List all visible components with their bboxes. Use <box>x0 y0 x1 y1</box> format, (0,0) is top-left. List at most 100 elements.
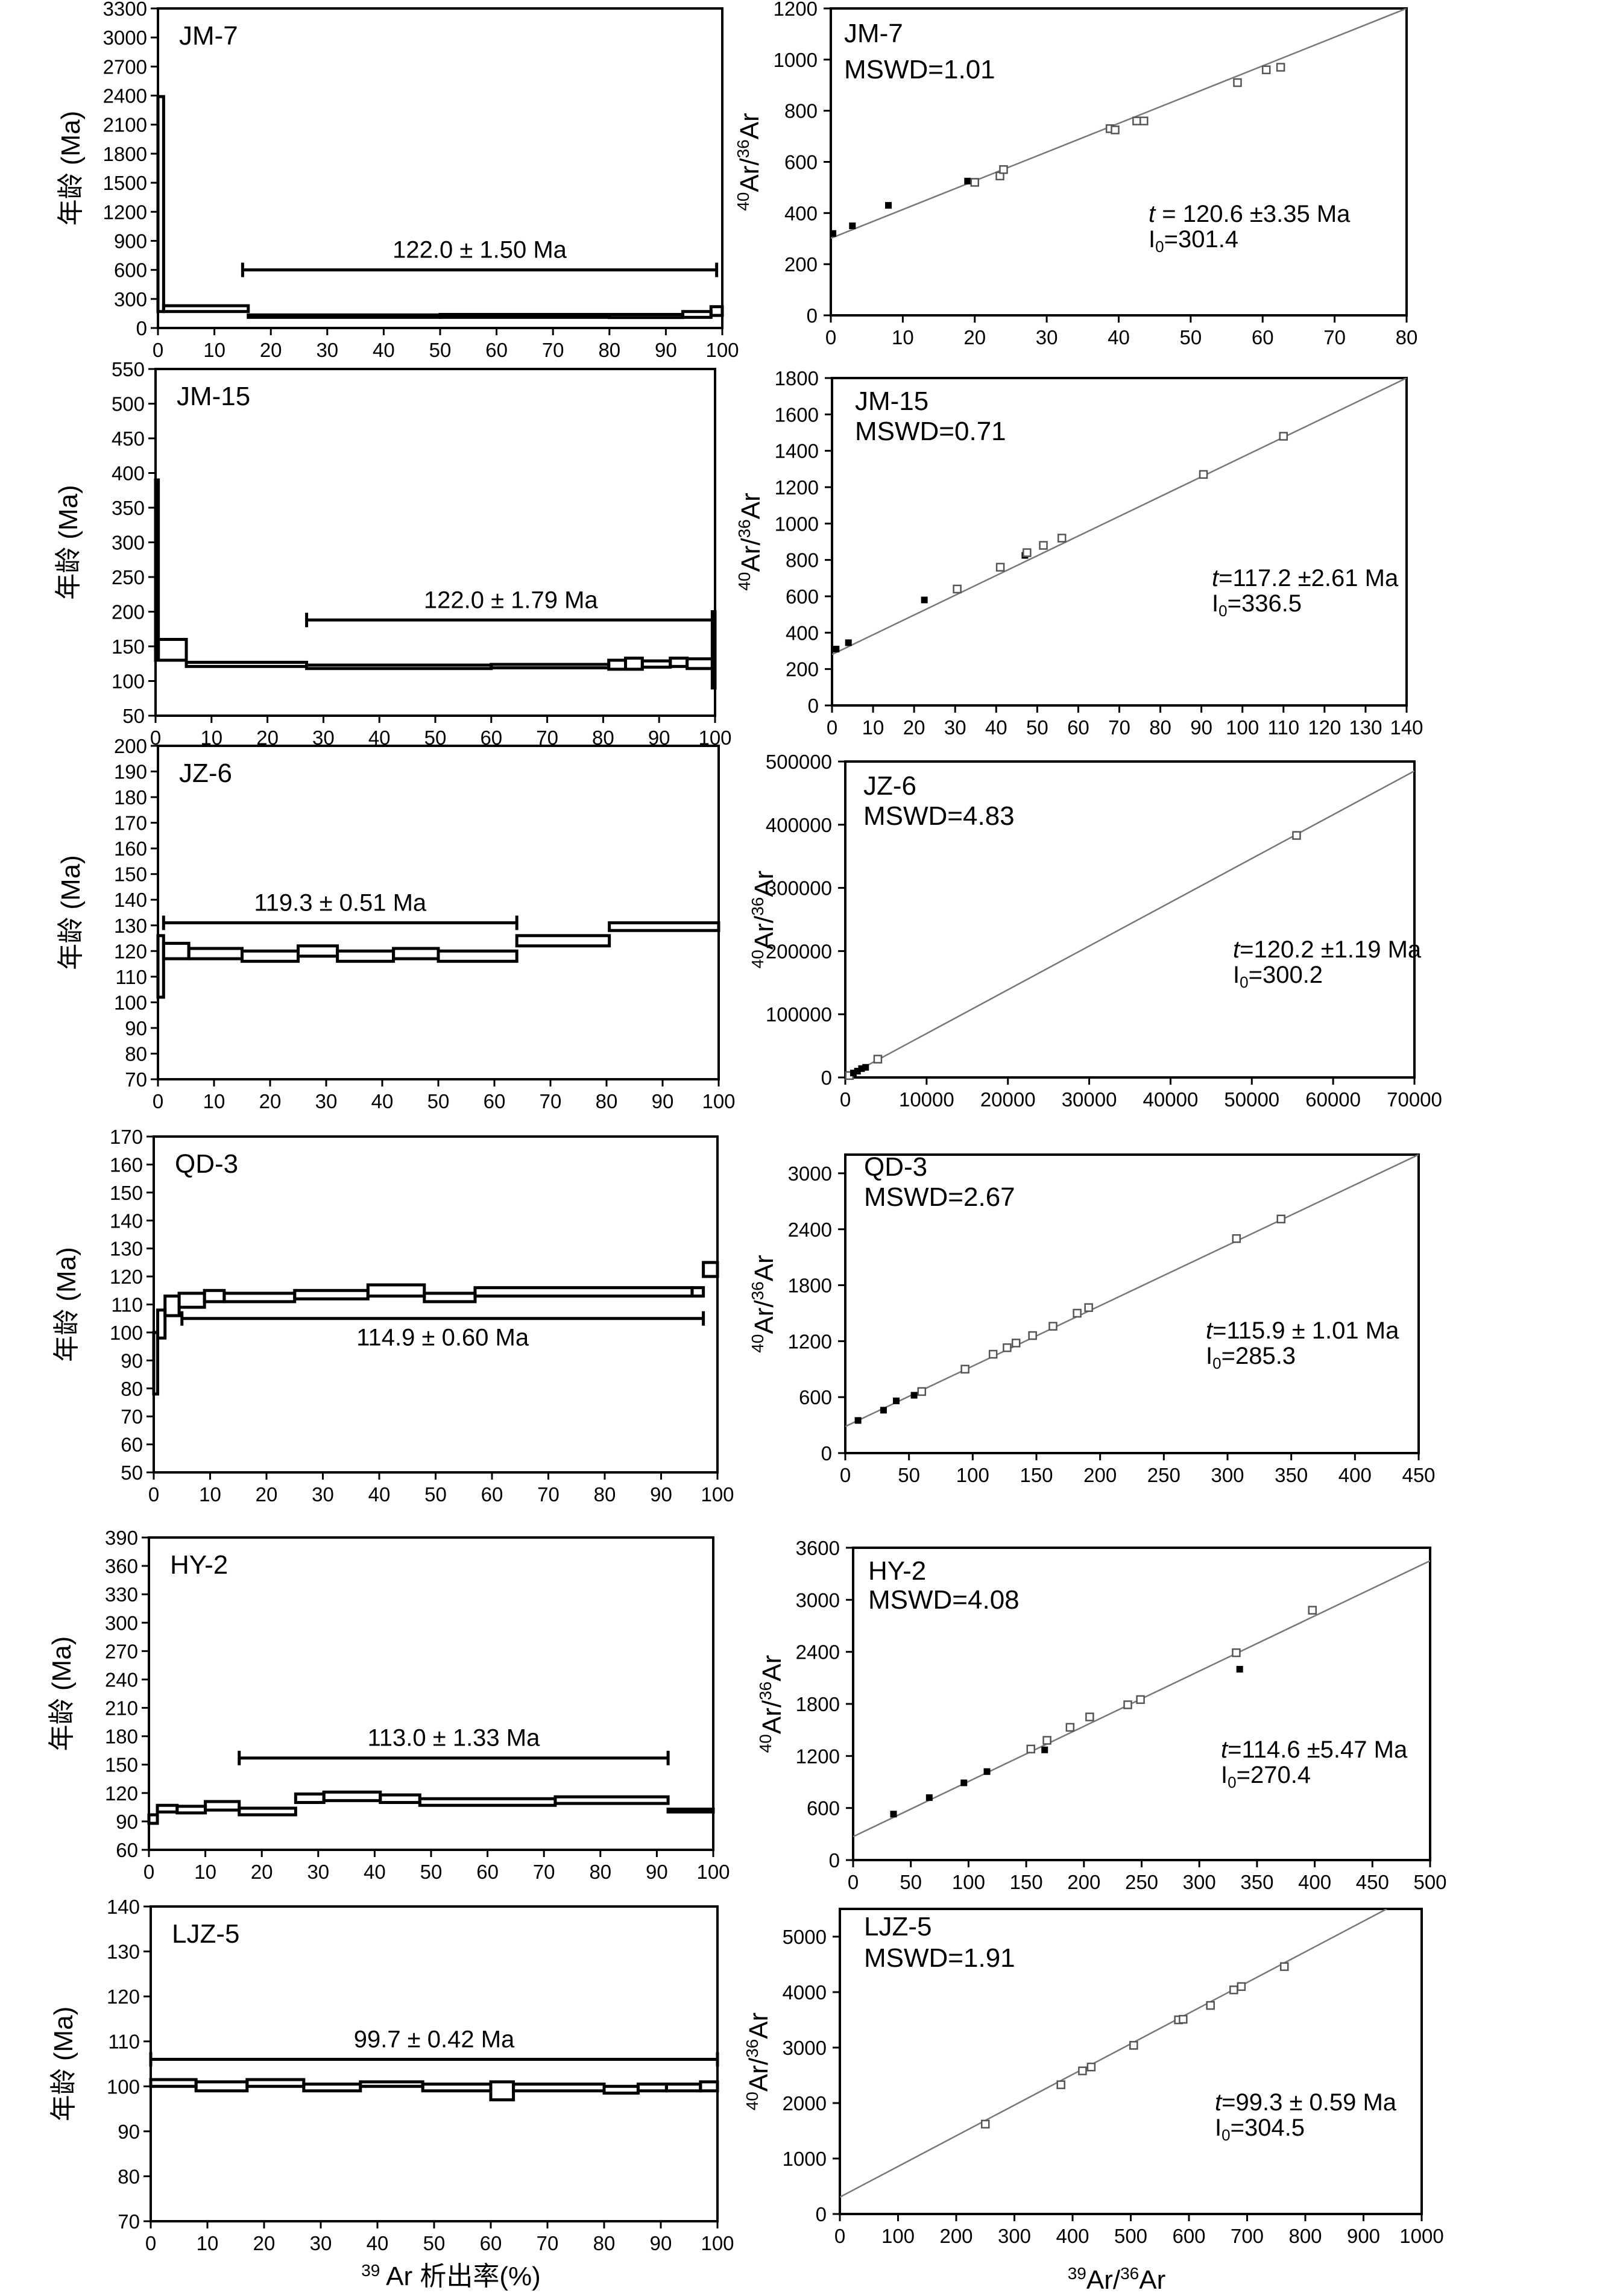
data-point-filled <box>921 596 928 604</box>
x-tick-label: 0 <box>150 727 161 749</box>
data-point-open <box>1111 125 1120 134</box>
sample-label: JM-7 <box>844 19 903 48</box>
data-point-filled <box>880 1407 887 1414</box>
x-tick-label: 10 <box>203 339 225 361</box>
step-box-10 <box>473 1286 694 1298</box>
sample-label: JM-15 <box>855 386 928 416</box>
x-tick-label: 600 <box>1172 2225 1205 2247</box>
x-tick-label: 10 <box>892 326 914 348</box>
y-tick-label: 240 <box>105 1668 138 1691</box>
x-tick-label: 50 <box>1026 716 1048 739</box>
i-subscript: 0 <box>1228 1773 1236 1791</box>
y-tick-label: 200000 <box>766 940 832 962</box>
y-tick-label: 5000 <box>783 1926 827 1948</box>
y-tick-label: 200 <box>784 253 818 276</box>
x-tick-label: 50 <box>420 1861 443 1883</box>
superscript: 36 <box>1120 2264 1139 2283</box>
x-tick-label: 40 <box>985 716 1007 739</box>
y-tick-label: 0 <box>808 695 819 717</box>
x-tick-label: 30 <box>310 2232 332 2254</box>
x-tick-label: 500 <box>1114 2225 1147 2247</box>
data-point-open <box>1229 1985 1238 1995</box>
data-point-open <box>1056 2080 1065 2089</box>
y-tick-label: 130 <box>107 1941 140 1963</box>
x-tick-label: 20 <box>253 2232 276 2254</box>
x-tick-label: 80 <box>598 339 620 361</box>
x-tick-label: 350 <box>1275 1464 1308 1486</box>
x-tick-label: 100 <box>701 1483 734 1506</box>
data-point-open <box>988 1349 998 1359</box>
x-tick-label: 40 <box>373 339 395 361</box>
step-box-2 <box>162 942 191 960</box>
x-tick-label: 60 <box>1252 326 1274 348</box>
y-tick-label: 0 <box>816 2203 827 2225</box>
step-box-9 <box>602 2084 640 2095</box>
data-point-open <box>1308 1606 1317 1615</box>
data-point-filled <box>925 1794 933 1801</box>
x-tick-label: 70000 <box>1387 1088 1442 1111</box>
initial-ratio-label: I0=300.2 <box>1233 962 1323 991</box>
step-box-4 <box>438 313 611 319</box>
i-subscript: 0 <box>1212 1354 1221 1372</box>
data-point-filled <box>833 645 840 652</box>
y-tick-label: 600 <box>799 1386 832 1408</box>
step-box-10 <box>636 2083 668 2093</box>
step-box-2 <box>156 1803 179 1814</box>
initial-ratio-label: I0=285.3 <box>1206 1343 1296 1372</box>
y-tick-label: 300 <box>112 532 145 554</box>
age-value: = 120.6 ±3.35 Ma <box>1155 201 1351 227</box>
axis-title-part: Ar <box>744 2013 774 2039</box>
step-box-11 <box>666 1808 715 1814</box>
data-point-filled <box>960 1779 968 1787</box>
x-tick-label: 50 <box>427 1090 450 1112</box>
step-box-4 <box>177 1292 206 1309</box>
y-tick-label: 390 <box>105 1527 138 1549</box>
x-tick-label: 800 <box>1288 2225 1322 2247</box>
step-box-4 <box>302 2083 362 2093</box>
data-point-open <box>1023 548 1032 557</box>
y-tick-label: 180 <box>114 786 147 809</box>
data-point-open <box>1073 1308 1082 1318</box>
x-tick-label: 100 <box>701 2232 734 2254</box>
plot-frame <box>157 745 720 1080</box>
x-tick-label: 30 <box>315 1090 338 1112</box>
data-point-open <box>1039 541 1048 550</box>
step-box-10 <box>608 921 720 932</box>
y-tick-label: 160 <box>110 1153 143 1176</box>
age-value: =117.2 ±2.61 Ma <box>1218 565 1399 591</box>
x-tick-label: 40 <box>367 2232 389 2254</box>
y-tick-label: 100 <box>110 1322 143 1344</box>
step-box-5 <box>359 2080 424 2088</box>
superscript: 36 <box>756 1682 775 1700</box>
initial-ratio-label: I0=301.4 <box>1149 226 1238 256</box>
data-point-open <box>953 584 962 594</box>
step-box-11 <box>710 610 717 690</box>
y-tick-label: 160 <box>114 837 147 860</box>
x-tick-label: 1000 <box>1399 2225 1443 2247</box>
x-tick-label: 40000 <box>1143 1088 1199 1111</box>
x-tick-label: 60 <box>480 2232 502 2254</box>
data-point-open <box>1206 2001 1215 2010</box>
step-box-3 <box>247 313 442 319</box>
step-box-9 <box>423 1292 477 1304</box>
x-tick-label: 60 <box>1067 716 1089 739</box>
y-tick-label: 90 <box>121 1349 143 1372</box>
i-symbol: I <box>1206 1343 1212 1369</box>
axis-title-part: Ar/ <box>757 1700 787 1734</box>
y-axis-title: 40Ar/36Ar <box>743 2013 774 2111</box>
x-tick-label: 300 <box>1211 1464 1244 1486</box>
step-box-12 <box>699 2080 719 2093</box>
x-tick-label: 10000 <box>899 1088 954 1111</box>
i-symbol: I <box>1233 962 1240 988</box>
step-box-2 <box>194 2080 249 2093</box>
y-axis-title: 年龄 (Ma) <box>56 111 86 226</box>
x-tick-label: 700 <box>1231 2225 1264 2247</box>
x-tick-label: 80 <box>589 1861 611 1883</box>
age-label: t = 120.6 ±3.35 Ma <box>1149 201 1351 227</box>
step-box-6 <box>681 310 713 319</box>
x-tick-label: 110 <box>1267 716 1299 739</box>
